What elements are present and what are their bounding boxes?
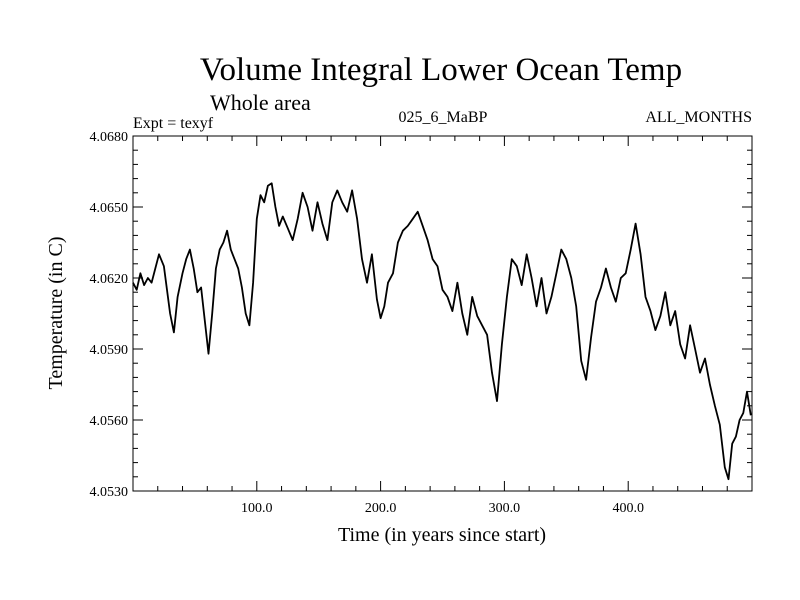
y-tick-label: 4.0530 [90,485,129,500]
y-tick-label: 4.0560 [90,414,129,429]
y-tick-label: 4.0680 [90,130,129,145]
x-tick-label: 100.0 [241,501,273,516]
plot-frame [132,135,753,492]
x-axis-label: Time (in years since start) [338,524,546,546]
y-axis-ticks: 4.0530 4.0560 4.0590 4.0620 4.0650 4.0680 [90,130,752,500]
x-axis-ticks: 100.0 200.0 300.0 400.0 [241,136,644,516]
series-line-temperature [132,182,752,481]
period-label: ALL_MONTHS [645,109,752,126]
x-tick-label: 300.0 [489,501,521,516]
experiment-label: Expt = texyf [133,115,214,132]
y-axis-minor-ticks [133,149,752,478]
x-tick-label: 400.0 [612,501,644,516]
y-tick-label: 4.0620 [90,272,129,287]
y-axis-label: Temperature (in C) [45,237,67,390]
y-tick-label: 4.0590 [90,343,129,358]
x-tick-label: 200.0 [365,501,397,516]
y-tick-label: 4.0650 [90,201,129,216]
run-id-label: 025_6_MaBP [399,109,488,126]
chart-title: Volume Integral Lower Ocean Temp [200,52,682,88]
chart-subtitle: Whole area [210,90,311,115]
x-axis-minor-ticks [157,136,728,491]
